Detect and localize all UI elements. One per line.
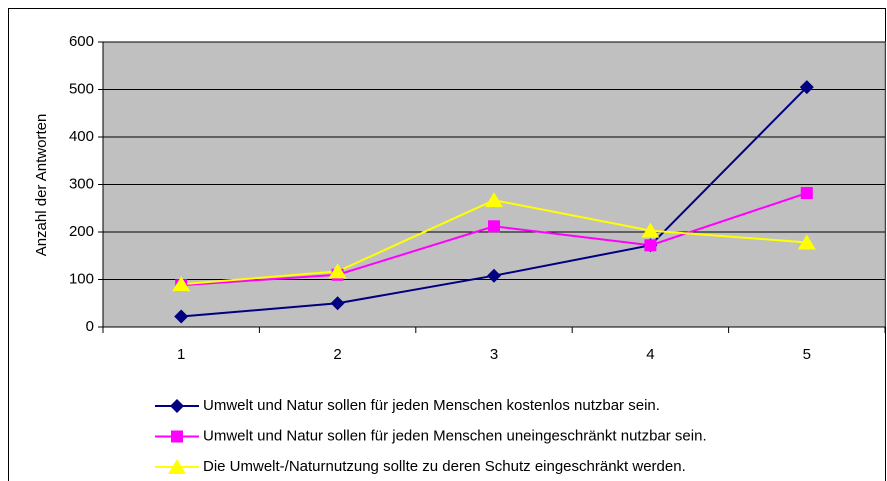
legend-marker	[168, 459, 186, 474]
legend-marker	[171, 430, 183, 443]
marker	[641, 222, 660, 238]
x-tick-label: 1	[177, 346, 185, 363]
marker	[485, 192, 503, 208]
legend-label: Die Umwelt-/Naturnutzung sollte zu deren…	[203, 458, 686, 475]
y-axis-title: Anzahl der Antworten	[33, 114, 50, 257]
y-tick-label: 400	[69, 128, 94, 145]
marker	[328, 263, 347, 279]
y-tick-label: 0	[86, 318, 94, 335]
x-tick-label: 5	[803, 346, 811, 363]
legend-label: Umwelt und Natur sollen für jeden Mensch…	[203, 427, 707, 444]
marker	[797, 234, 816, 250]
y-tick-label: 100	[69, 270, 94, 287]
marker	[487, 268, 501, 283]
marker	[644, 239, 657, 252]
legend-marker	[170, 399, 184, 413]
x-tick-label: 2	[333, 346, 341, 363]
legend-label: Umwelt und Natur sollen für jeden Mensch…	[203, 397, 660, 414]
y-tick-label: 500	[69, 80, 94, 97]
y-tick-label: 200	[69, 223, 94, 240]
marker	[800, 187, 813, 200]
x-tick-label: 4	[646, 346, 654, 363]
marker	[330, 296, 345, 311]
marker	[174, 309, 189, 324]
x-tick-label: 3	[490, 346, 498, 363]
marker	[488, 220, 500, 233]
marker	[799, 80, 814, 95]
marker	[172, 276, 191, 292]
y-tick-label: 300	[69, 175, 94, 192]
y-tick-label: 600	[69, 33, 94, 50]
